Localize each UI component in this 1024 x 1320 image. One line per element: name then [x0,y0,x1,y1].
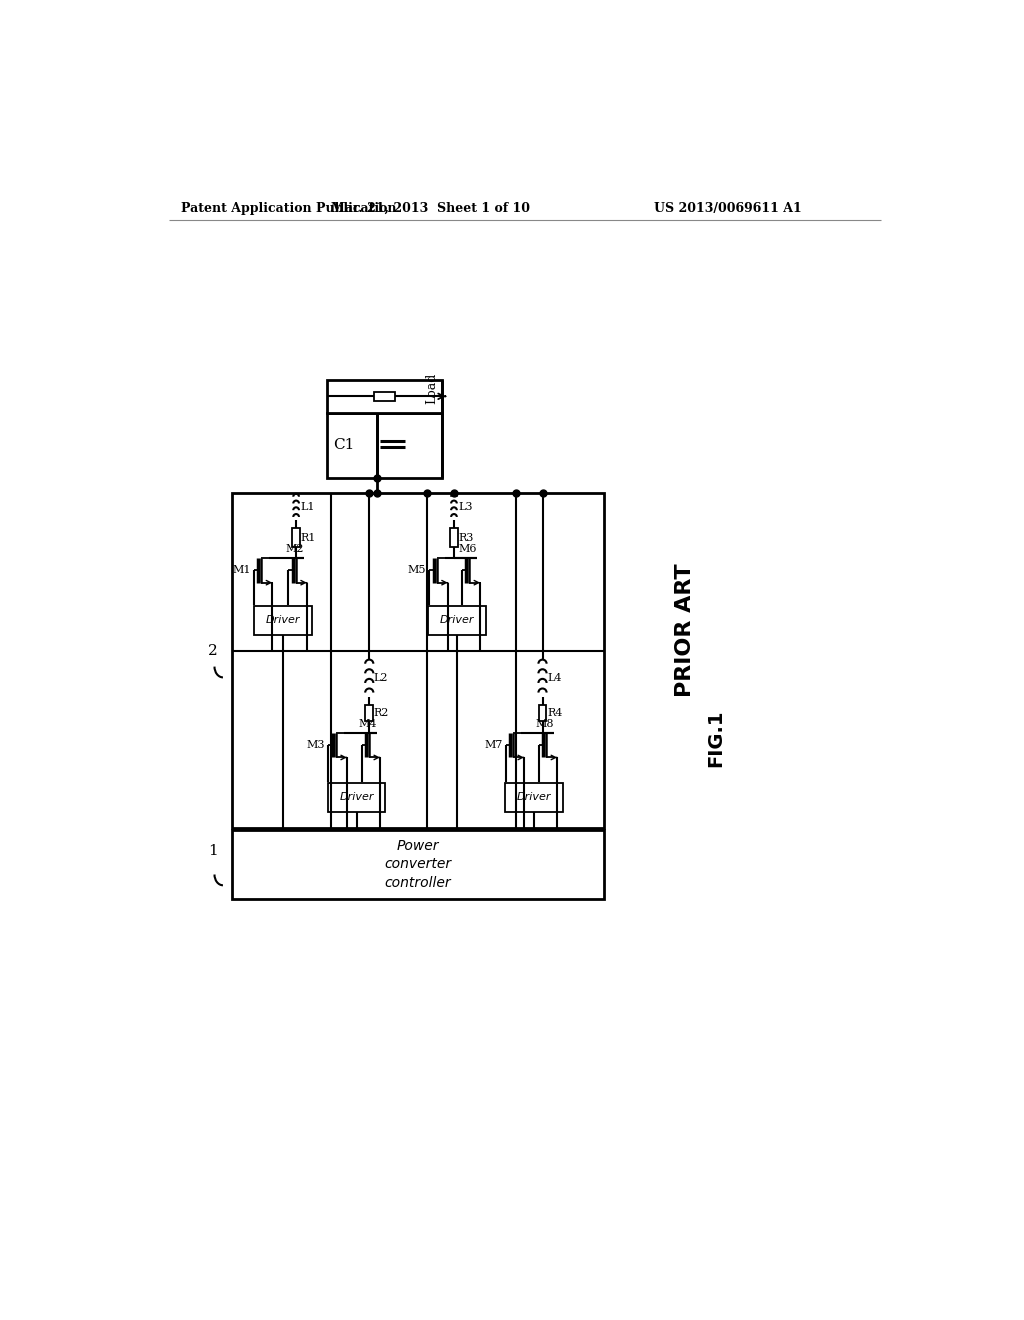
Text: FIG.1: FIG.1 [707,709,725,767]
Text: US 2013/0069611 A1: US 2013/0069611 A1 [654,202,802,215]
Text: Power
converter
controller: Power converter controller [385,840,452,890]
Text: L1: L1 [301,502,315,512]
Bar [232,830,604,899]
Text: M7: M7 [484,741,503,750]
Bar [327,412,442,478]
Bar [451,528,458,548]
Text: M8: M8 [536,719,554,729]
Text: Driver: Driver [439,615,474,626]
Text: M2: M2 [286,544,304,554]
Text: Load: Load [426,372,438,404]
Bar [327,380,442,412]
Text: Patent Application Publication: Patent Application Publication [180,202,396,215]
Text: PRIOR ART: PRIOR ART [675,564,695,697]
Text: M3: M3 [307,741,326,750]
Text: M6: M6 [459,544,477,554]
Bar [374,392,395,401]
Bar [505,783,562,812]
Text: 2: 2 [208,644,218,659]
Text: Driver: Driver [265,615,300,626]
Bar [254,606,311,635]
Text: L3: L3 [459,502,473,512]
Text: Mar. 21, 2013  Sheet 1 of 10: Mar. 21, 2013 Sheet 1 of 10 [332,202,530,215]
Text: R1: R1 [301,533,316,543]
Text: C1: C1 [333,438,354,453]
Bar [428,606,486,635]
Text: M4: M4 [358,719,377,729]
Text: R3: R3 [459,533,474,543]
Text: Driver: Driver [339,792,374,803]
Text: Driver: Driver [516,792,551,803]
Text: L4: L4 [547,673,561,684]
Text: L2: L2 [374,673,388,684]
Text: R2: R2 [374,708,389,718]
Text: R4: R4 [547,708,562,718]
Bar [328,783,385,812]
Text: 1: 1 [208,845,218,858]
Text: M5: M5 [408,565,426,576]
Bar [539,705,547,721]
Text: M1: M1 [232,565,251,576]
Bar [292,528,300,548]
Bar [366,705,373,721]
Bar [232,494,604,829]
